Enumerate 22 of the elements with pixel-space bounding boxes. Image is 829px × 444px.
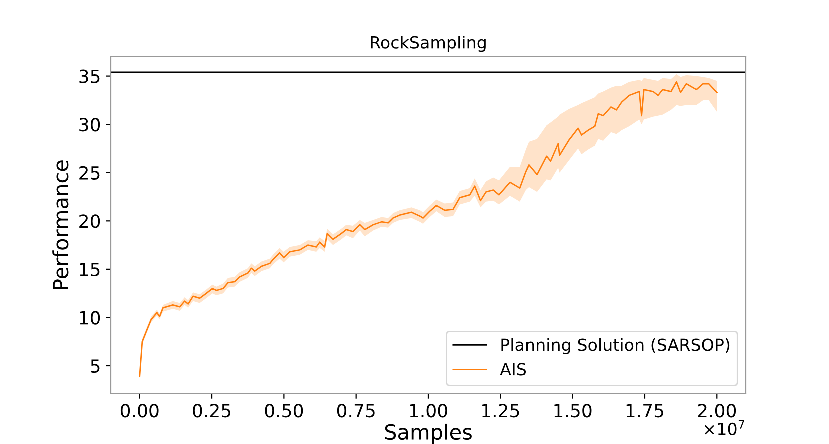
legend-label: AIS xyxy=(500,363,526,376)
x-tick-label: 1.00 xyxy=(410,404,448,418)
x-tick-label: 1.75 xyxy=(626,404,664,418)
x-tick-label: 0.50 xyxy=(265,404,304,418)
y-axis-title: Performance xyxy=(52,160,69,290)
x-tick-label: 2.00 xyxy=(698,404,736,418)
x-tick-label: 0.25 xyxy=(193,404,231,418)
y-tick-label: 5 xyxy=(91,360,100,374)
x-tick-label: 0.75 xyxy=(337,404,375,418)
y-tick-label: 15 xyxy=(80,263,100,277)
y-tick-label: 30 xyxy=(80,118,100,132)
x-axis-title: Samples xyxy=(385,424,472,444)
chart-title: RockSampling xyxy=(371,36,486,52)
x-tick-label: 1.50 xyxy=(554,404,592,418)
x-tick-label: 0.00 xyxy=(120,404,159,418)
y-tick-label: 10 xyxy=(80,311,100,325)
y-tick-label: 25 xyxy=(80,166,100,180)
x-tick-label: 1.25 xyxy=(482,404,520,418)
text: ×10$^{7}$ xyxy=(704,420,744,436)
y-tick-label: 35 xyxy=(80,70,100,84)
y-tick-label: 20 xyxy=(80,214,100,228)
legend-label: Planning Solution (SARSOP) xyxy=(502,338,730,355)
